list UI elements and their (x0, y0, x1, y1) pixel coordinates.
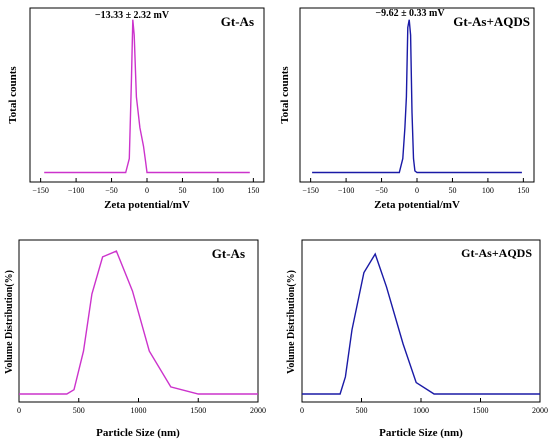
x-tick-label: −100 (338, 186, 355, 195)
x-tick-label: 100 (212, 186, 224, 195)
x-axis-label: Zeta potential/mV (104, 199, 190, 211)
x-tick-label: −150 (32, 186, 49, 195)
x-tick-label: 0 (415, 186, 419, 195)
x-tick-label: 500 (73, 406, 85, 415)
plot-frame (29, 7, 265, 183)
x-axis-label: Particle Size (nm) (96, 427, 180, 439)
x-tick-label: −50 (375, 186, 388, 195)
x-ticks (310, 178, 524, 182)
x-tick-labels: −150 −100 −50 0 50 100 150 (302, 186, 529, 195)
x-tick-label: 2000 (250, 406, 266, 415)
x-tick-label: −150 (302, 186, 319, 195)
x-tick-label: 1000 (131, 406, 147, 415)
plot-frame (18, 239, 259, 403)
x-ticks (40, 178, 254, 182)
x-tick-label: 150 (247, 186, 259, 195)
x-tick-label: 0 (145, 186, 149, 195)
y-axis-label: Volume Distribution(%) (4, 270, 15, 374)
x-tick-label: 1000 (413, 406, 429, 415)
chart-zeta-gt-as-aqds: −150 −100 −50 0 50 100 150 Gt-As+AQDS −9.62 ± … (279, 7, 535, 211)
panel-label: Gt-As+AQDS (453, 14, 530, 29)
x-tick-labels: 0 500 1000 1500 2000 (17, 406, 266, 415)
x-ticks (18, 398, 259, 402)
series-line (19, 250, 258, 395)
x-tick-label: 50 (178, 186, 186, 195)
x-tick-label: 500 (356, 406, 368, 415)
x-tick-label: 1500 (473, 406, 489, 415)
series-line (302, 252, 540, 395)
series-line (44, 19, 250, 174)
y-axis-label: Total counts (7, 66, 19, 124)
x-tick-label: 150 (517, 186, 529, 195)
x-axis-label: Zeta potential/mV (374, 199, 460, 211)
x-tick-label: 0 (17, 406, 21, 415)
y-axis-label: Total counts (279, 66, 291, 124)
x-ticks (301, 398, 541, 402)
x-tick-labels: −150 −100 −50 0 50 100 150 (32, 186, 259, 195)
panel-label: Gt-As (212, 246, 245, 261)
x-tick-labels: 0 500 1000 1500 2000 (300, 406, 548, 415)
x-tick-label: 1500 (190, 406, 206, 415)
zeta-annotation: −9.62 ± 0.33 mV (375, 8, 445, 19)
x-tick-label: 100 (482, 186, 494, 195)
x-tick-label: −100 (68, 186, 85, 195)
plot-frame (301, 239, 541, 403)
x-tick-label: 50 (448, 186, 456, 195)
chart-zeta-gt-as: −150 −100 −50 0 50 100 150 Gt-As −13.33 ± 2.32… (7, 7, 265, 211)
panel-label: Gt-As (221, 14, 254, 29)
x-tick-label: −50 (105, 186, 118, 195)
zeta-annotation: −13.33 ± 2.32 mV (95, 10, 170, 21)
chart-size-gt-as-aqds: 0 500 1000 1500 2000 Gt-As+AQDS Particle Siz… (286, 239, 548, 439)
panel-label: Gt-As+AQDS (461, 246, 532, 260)
y-axis-label: Volume Distribution(%) (286, 270, 297, 374)
x-tick-label: 2000 (532, 406, 548, 415)
x-axis-label: Particle Size (nm) (379, 427, 463, 439)
plot-frame (299, 7, 535, 183)
chart-size-gt-as: 0 500 1000 1500 2000 Gt-As Particle Size (nm… (4, 239, 266, 439)
x-tick-label: 0 (300, 406, 304, 415)
series-line (312, 19, 522, 174)
